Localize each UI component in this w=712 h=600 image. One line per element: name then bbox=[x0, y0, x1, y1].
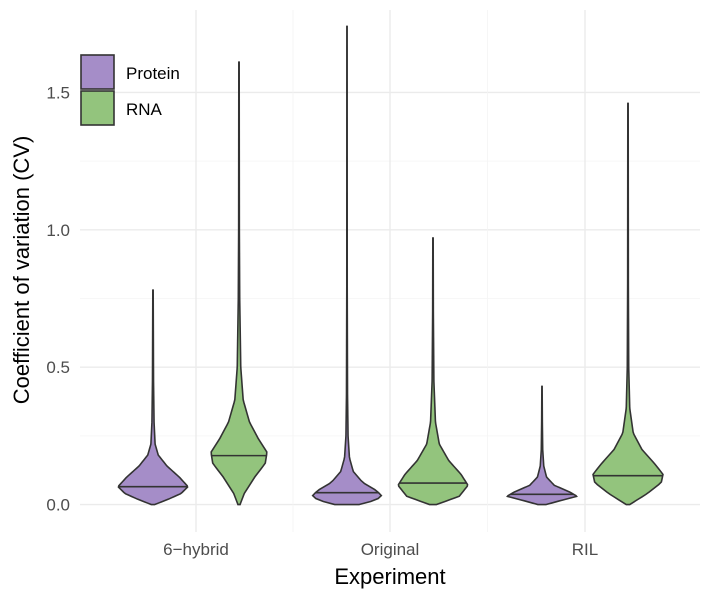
legend-label-rna: RNA bbox=[126, 100, 163, 119]
x-tick-label: RIL bbox=[572, 540, 598, 559]
violin-rna-ril bbox=[592, 102, 664, 506]
violins bbox=[117, 25, 664, 506]
violin-protein-ril bbox=[506, 385, 578, 506]
legend-key-rna bbox=[80, 90, 115, 126]
grid bbox=[80, 10, 700, 532]
legend-label-protein: Protein bbox=[126, 64, 180, 83]
y-tick-label: 1.0 bbox=[46, 221, 70, 240]
x-tick-label: 6−hybrid bbox=[163, 540, 229, 559]
y-tick-label: 1.5 bbox=[46, 83, 70, 102]
y-axis-title: Coefficient of variation (CV) bbox=[9, 136, 34, 405]
y-tick-label: 0.5 bbox=[46, 358, 70, 377]
tick-labels: 0.0 0.5 1.0 1.5 6−hybrid Original RIL bbox=[46, 83, 598, 559]
y-tick-label: 0.0 bbox=[46, 496, 70, 515]
x-tick-label: Original bbox=[361, 540, 420, 559]
violin-protein-6hybrid bbox=[117, 289, 189, 506]
violin-rna-6hybrid bbox=[210, 61, 268, 506]
violin-protein-original bbox=[311, 25, 383, 506]
x-axis-title: Experiment bbox=[334, 564, 445, 589]
violin-rna-original bbox=[397, 237, 469, 506]
legend: Protein RNA bbox=[80, 54, 180, 126]
legend-key-protein bbox=[80, 54, 115, 90]
